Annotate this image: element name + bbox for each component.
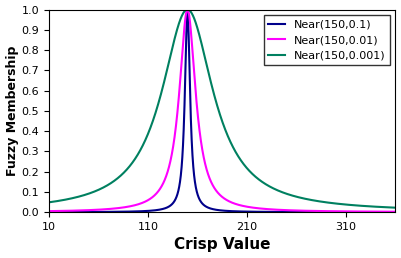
X-axis label: Crisp Value: Crisp Value [174,237,270,252]
Near(150,0.001) [185,8,190,11]
Near(150,0.001) [393,206,398,209]
Near(150,0.001) [386,206,391,209]
Near(150,0.001) [349,204,354,207]
Near(150,0.001) [47,201,51,204]
Line: Near(150,0.1): Near(150,0.1) [49,10,395,212]
Near(150,0.1) [194,190,199,194]
Near(150,0.01) [386,210,391,213]
Near(150,0.1) [349,211,354,214]
Near(150,0.001) [86,192,91,195]
Near(150,0.001) [179,14,184,18]
Near(150,0.01) [393,210,398,213]
Line: Near(150,0.01): Near(150,0.01) [49,10,395,212]
Near(150,0.01) [47,209,51,213]
Near(150,0.1) [386,211,391,214]
Near(150,0.1) [86,211,91,214]
Line: Near(150,0.001): Near(150,0.001) [49,10,395,208]
Near(150,0.001) [194,25,199,28]
Near(150,0.1) [47,211,51,214]
Near(150,0.01) [179,59,184,62]
Near(150,0.01) [107,207,111,211]
Legend: Near(150,0.1), Near(150,0.01), Near(150,0.001): Near(150,0.1), Near(150,0.01), Near(150,… [264,15,390,65]
Near(150,0.1) [107,210,111,213]
Near(150,0.01) [86,209,91,212]
Near(150,0.001) [107,183,111,186]
Near(150,0.1) [179,164,184,167]
Near(150,0.01) [185,8,190,11]
Near(150,0.1) [393,211,398,214]
Near(150,0.1) [185,8,190,11]
Y-axis label: Fuzzy Membership: Fuzzy Membership [6,46,18,176]
Near(150,0.01) [194,104,199,107]
Near(150,0.01) [349,210,354,213]
